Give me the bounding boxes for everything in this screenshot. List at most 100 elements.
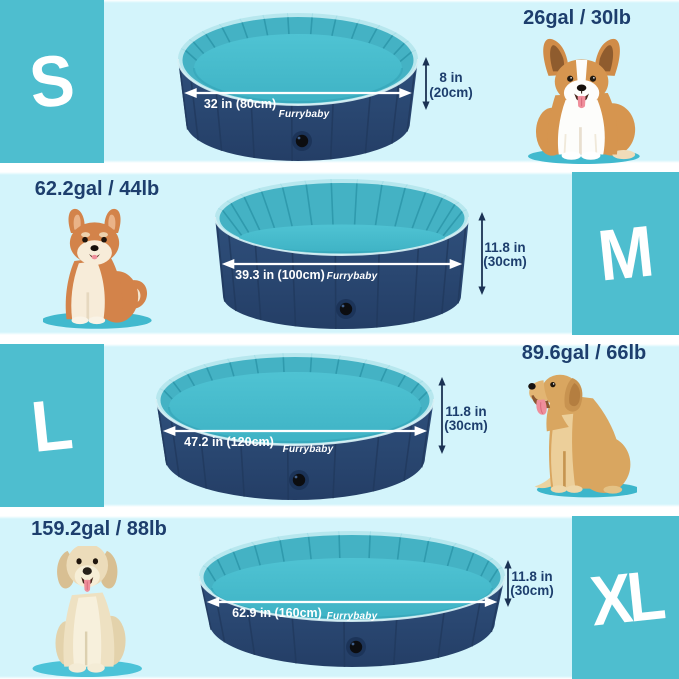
shiba-paw-left xyxy=(71,316,89,325)
pool-xl: 62.9 in (160cm) Furrybaby 11.8 in (30cm) xyxy=(198,531,554,667)
labrador-eye-left xyxy=(76,558,82,565)
width-dimension-m: 39.3 in (100cm) xyxy=(221,259,463,282)
drain-cap-l xyxy=(292,473,306,487)
labrador-nose xyxy=(82,567,92,575)
width-label-s: 32 in (80cm) xyxy=(204,97,276,111)
width-arrowhead-right-m xyxy=(449,259,463,269)
height-arrowhead-top-l xyxy=(438,377,446,386)
shiba-eye-left xyxy=(82,236,88,243)
height-label-line2-s: (20cm) xyxy=(429,85,473,100)
corgi-rear-paw xyxy=(612,149,636,160)
brand-logo-m: Furrybaby xyxy=(327,271,378,282)
labrador-eye-right xyxy=(92,558,99,565)
labrador-dog xyxy=(55,546,126,673)
pool-rim-marks-l xyxy=(159,353,432,393)
height-arrowhead-top-m xyxy=(478,212,486,221)
drain-cap-m xyxy=(339,302,353,316)
width-arrowhead-left-s xyxy=(184,88,197,98)
pool-inner-folds-m xyxy=(221,183,463,237)
pool-s: 32 in (80cm) Furrybaby 8 in (20cm) xyxy=(177,13,473,161)
drain-valve-s xyxy=(292,131,312,151)
labrador-muzzle xyxy=(74,565,100,588)
pool-outer-wall-s xyxy=(178,59,418,161)
shiba-paw-right xyxy=(88,316,106,325)
width-label-xl: 62.9 in (160cm) xyxy=(232,606,322,620)
height-label-line1-l: 11.8 in xyxy=(445,404,486,419)
width-arrowhead-left-l xyxy=(162,426,176,436)
height-dimension-xl: 11.8 in (30cm) xyxy=(504,560,554,607)
pool-rim-edge-l xyxy=(155,398,435,446)
pool-rim-marks-xl xyxy=(202,531,503,570)
width-arrowhead-left-xl xyxy=(206,597,220,607)
pool-water-m xyxy=(239,224,445,253)
golden-nose xyxy=(528,382,536,390)
pool-rim-marks-s xyxy=(180,13,416,53)
golden-paw-left xyxy=(550,485,568,493)
brand-logo-s: Furrybaby xyxy=(279,109,330,120)
brand-logo-l: Furrybaby xyxy=(283,444,334,455)
drain-valve-xl xyxy=(346,637,366,657)
golden-rear-paw xyxy=(603,485,623,494)
height-label-line2-xl: (30cm) xyxy=(510,583,554,598)
width-dimension-xl: 62.9 in (160cm) xyxy=(206,597,498,620)
capacity-text-xl: 159.2gal / 88lb xyxy=(31,518,167,540)
drain-highlight-s xyxy=(297,136,301,140)
pool-m: 39.3 in (100cm) Furrybaby 11.8 in (30cm) xyxy=(214,179,527,330)
pool-outer-folds-s xyxy=(179,66,416,161)
corgi-ear-left-inner xyxy=(550,45,565,72)
corgi-leg-lines xyxy=(563,133,598,155)
shiba-ear-left-inner xyxy=(73,214,81,230)
capacity-text-s: 26gal / 30lb xyxy=(523,7,631,29)
corgi-dog xyxy=(535,38,636,160)
golden-eye-glint xyxy=(552,383,555,385)
shiba-dog-photo xyxy=(43,208,152,329)
brand-logo-xl: Furrybaby xyxy=(327,611,378,622)
drain-highlight-l xyxy=(294,475,298,479)
size-panel-xl: XL xyxy=(572,516,679,679)
pool-water-edge-l xyxy=(168,406,422,443)
pool-rim-marks-m xyxy=(218,179,467,212)
drain-valve-l xyxy=(289,470,309,490)
pool-inner-folds-s xyxy=(184,17,412,63)
pool-inner-folds-l xyxy=(163,357,428,401)
shiba-nose xyxy=(90,245,99,252)
width-dimension-s: 32 in (80cm) xyxy=(184,88,412,111)
height-arrowhead-bottom-s xyxy=(422,101,430,110)
height-label-line2-l: (30cm) xyxy=(444,418,488,433)
corgi-eye-glint-right xyxy=(593,77,595,79)
pool-outer-folds-xl xyxy=(200,583,502,667)
pool-rim-edge-m xyxy=(214,216,470,256)
width-label-m: 39.3 in (100cm) xyxy=(235,268,325,282)
pool-l: 47.2 in (120cm) Furrybaby 11.8 in (30cm) xyxy=(155,353,488,500)
size-panel-m: M xyxy=(572,172,679,335)
golden-eye xyxy=(550,382,556,388)
capacity-text-l: 89.6gal / 66lb xyxy=(521,342,647,364)
pool-outer-folds-m xyxy=(216,223,467,330)
height-arrowhead-bottom-l xyxy=(438,445,446,454)
pool-water-edge-s xyxy=(193,67,403,103)
shiba-eye-right xyxy=(101,236,107,243)
corgi-ear-right-inner xyxy=(598,45,614,72)
pool-outer-wall-l xyxy=(156,399,434,500)
shiba-ear-right-inner xyxy=(108,214,116,230)
corgi-eye-right xyxy=(589,75,597,82)
corgi-chest xyxy=(557,97,605,155)
corgi-paw-left xyxy=(561,151,582,160)
pool-water-l xyxy=(169,372,421,442)
golden-tongue xyxy=(536,399,547,415)
width-arrowhead-right-l xyxy=(414,426,428,436)
width-dimension-l: 47.2 in (120cm) xyxy=(162,426,428,449)
corgi-paw-right xyxy=(581,151,601,160)
shiba-tongue xyxy=(91,254,98,260)
drain-highlight-m xyxy=(341,304,345,308)
corgi-nose xyxy=(576,84,587,92)
height-label-line2-m: (30cm) xyxy=(483,254,527,269)
height-label-line1-s: 8 in xyxy=(439,70,462,85)
shiba-chest xyxy=(71,261,105,320)
labrador-dog-photo xyxy=(32,546,142,678)
golden-retriever-dog xyxy=(528,374,631,494)
shiba-dog xyxy=(65,208,148,325)
golden-chest xyxy=(551,413,576,489)
pool-rim-edge-xl xyxy=(198,575,506,622)
drain-cap-s xyxy=(295,134,309,148)
